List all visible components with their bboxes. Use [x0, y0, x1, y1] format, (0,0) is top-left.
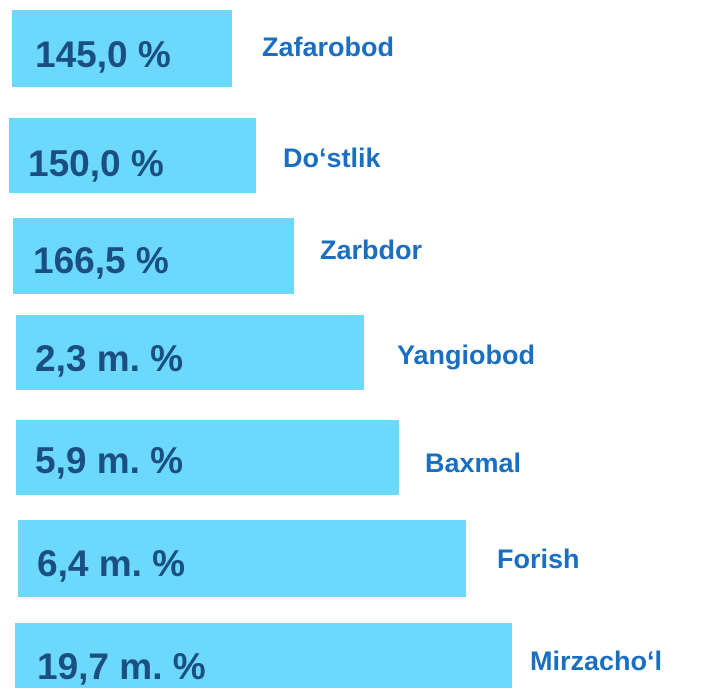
- bar: [16, 420, 399, 495]
- value-label: 145,0 %: [35, 34, 171, 75]
- name-label: Mirzacho‘l: [530, 646, 662, 676]
- name-label: Baxmal: [425, 448, 521, 478]
- bar: [16, 315, 364, 390]
- bar: [15, 623, 512, 693]
- value-label: 150,0 %: [28, 143, 164, 184]
- bar: [12, 10, 232, 87]
- name-label: Yangiobod: [397, 340, 535, 370]
- bar: [13, 218, 294, 294]
- value-label: 5,9 m. %: [35, 440, 183, 481]
- value-label: 6,4 m. %: [37, 543, 185, 584]
- name-label: Zafarobod: [262, 32, 394, 62]
- value-label: 2,3 m. %: [35, 338, 183, 379]
- name-label: Forish: [497, 544, 580, 574]
- value-label: 19,7 m. %: [37, 646, 206, 687]
- bar: [18, 520, 466, 597]
- value-label: 166,5 %: [33, 240, 169, 281]
- name-label: Zarbdor: [320, 235, 422, 265]
- name-label: Do‘stlik: [283, 143, 382, 173]
- bar: [9, 118, 256, 193]
